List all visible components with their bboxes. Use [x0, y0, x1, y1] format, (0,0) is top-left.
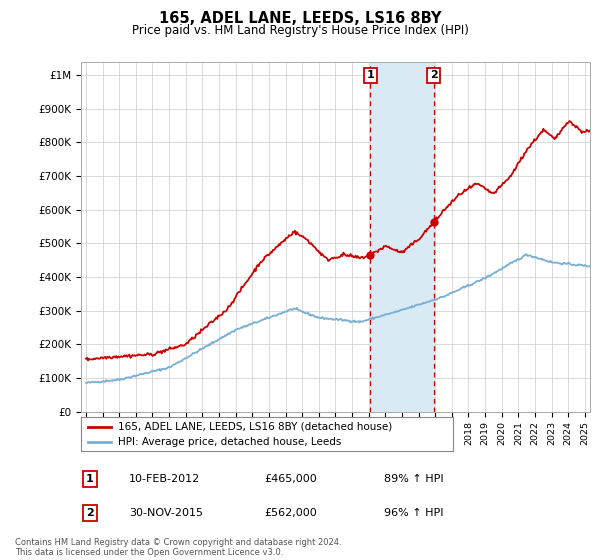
Text: 10-FEB-2012: 10-FEB-2012 [129, 474, 200, 484]
Text: 165, ADEL LANE, LEEDS, LS16 8BY (detached house): 165, ADEL LANE, LEEDS, LS16 8BY (detache… [118, 422, 392, 432]
Text: 2: 2 [86, 508, 94, 518]
Text: Contains HM Land Registry data © Crown copyright and database right 2024.
This d: Contains HM Land Registry data © Crown c… [15, 538, 341, 557]
Text: 1: 1 [367, 71, 374, 80]
Text: HPI: Average price, detached house, Leeds: HPI: Average price, detached house, Leed… [118, 437, 341, 447]
Text: £465,000: £465,000 [264, 474, 317, 484]
Text: 30-NOV-2015: 30-NOV-2015 [129, 508, 203, 518]
Text: 89% ↑ HPI: 89% ↑ HPI [384, 474, 443, 484]
Text: 1: 1 [86, 474, 94, 484]
Text: 96% ↑ HPI: 96% ↑ HPI [384, 508, 443, 518]
Text: 2: 2 [430, 71, 438, 80]
Text: Price paid vs. HM Land Registry's House Price Index (HPI): Price paid vs. HM Land Registry's House … [131, 24, 469, 36]
Text: 165, ADEL LANE, LEEDS, LS16 8BY: 165, ADEL LANE, LEEDS, LS16 8BY [159, 11, 441, 26]
Bar [370, 62, 434, 412]
Text: £562,000: £562,000 [264, 508, 317, 518]
